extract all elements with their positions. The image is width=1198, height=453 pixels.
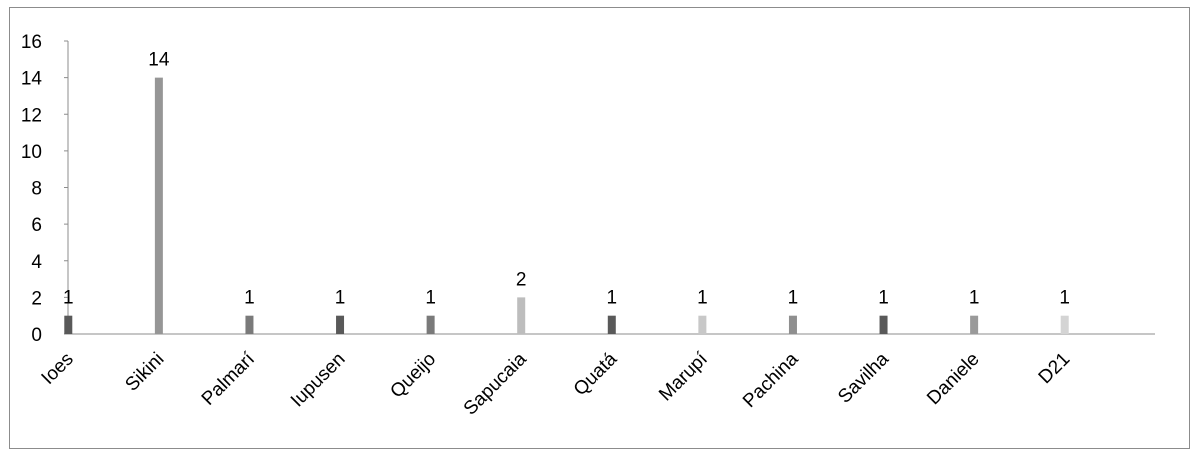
y-tick-label: 8	[31, 179, 42, 200]
y-tick-label: 16	[21, 32, 42, 53]
data-label: 1	[425, 288, 436, 309]
data-label: 1	[607, 288, 618, 309]
y-tick-label: 0	[31, 325, 42, 346]
category-label: Daniele	[923, 349, 983, 409]
data-label: 1	[969, 288, 980, 309]
category-label: Savilha	[834, 348, 893, 407]
y-tick-label: 12	[21, 105, 42, 126]
bar-queijo	[426, 315, 435, 334]
bars	[64, 77, 1069, 334]
y-tick-label: 4	[31, 252, 42, 273]
bar-daniele	[970, 315, 979, 334]
data-label: 1	[244, 288, 255, 309]
category-label: Marupí	[655, 348, 712, 405]
category-label: D21	[1035, 349, 1074, 388]
bar-marupí	[698, 315, 707, 334]
data-label: 1	[788, 288, 799, 309]
category-label: Palmarí	[198, 348, 260, 410]
y-tick-label: 6	[31, 215, 42, 236]
category-label: Sapucaia	[460, 348, 531, 419]
data-label: 2	[516, 269, 527, 290]
bar-quatá	[607, 315, 616, 334]
y-tick-label: 14	[21, 69, 43, 90]
bar-savilha	[879, 315, 888, 334]
category-label: Ioes	[38, 349, 78, 389]
y-tick-label: 10	[21, 142, 42, 163]
chart-frame	[9, 7, 1190, 449]
category-label: Pachina	[739, 348, 803, 412]
labels: 1 Ioes 14 Sikini 1 Palmarí 1 Iupusen 1 Queijo 2 Sap…	[38, 50, 1075, 420]
bar-ioes	[64, 315, 73, 334]
bar-sikini	[154, 77, 163, 334]
y-tick-label: 2	[31, 288, 42, 309]
category-label: Sikini	[121, 349, 168, 396]
data-label: 1	[63, 288, 74, 309]
data-label: 1	[697, 288, 708, 309]
bar-iupusen	[336, 315, 345, 334]
bar-d21	[1060, 315, 1069, 334]
data-label: 1	[335, 288, 346, 309]
bar-pachina	[788, 315, 797, 334]
category-label: Quatá	[570, 348, 622, 400]
data-label: 14	[148, 50, 170, 71]
data-label: 1	[878, 288, 889, 309]
bar-palmarí	[245, 315, 254, 334]
category-label: Queijo	[386, 349, 440, 403]
bar-sapucaia	[517, 297, 526, 334]
category-label: Iupusen	[287, 349, 350, 412]
data-label: 1	[1059, 288, 1070, 309]
